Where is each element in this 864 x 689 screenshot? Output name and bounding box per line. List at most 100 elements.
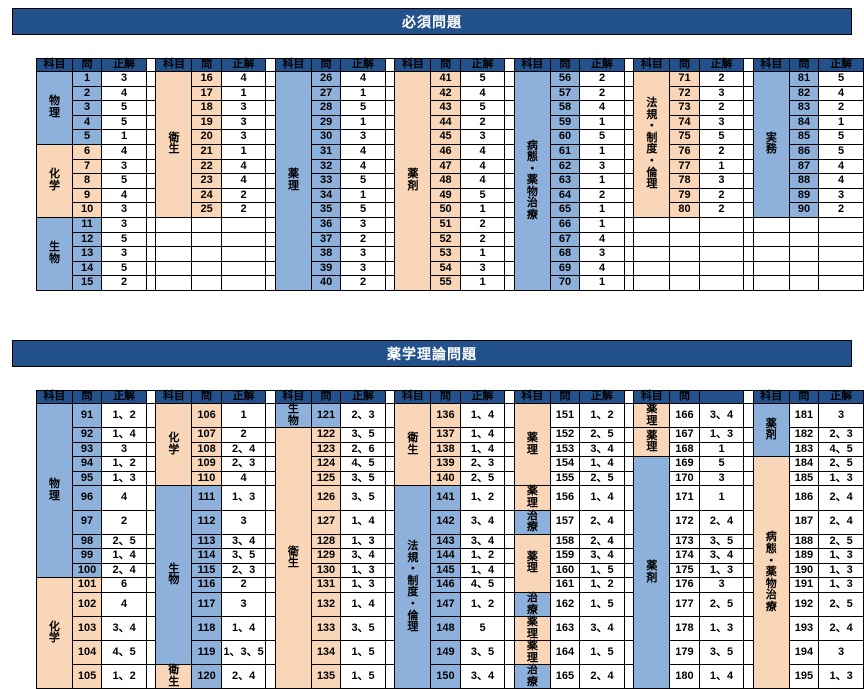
column-gap (623, 143, 635, 160)
answer-cell: 2 (698, 202, 745, 218)
question-number-cell: 124 (310, 456, 342, 472)
question-number-cell: 136 (430, 402, 461, 429)
column-gap (384, 158, 396, 175)
empty-cell (788, 246, 820, 262)
answer-cell: 2、4 (818, 616, 864, 642)
question-number-cell: 16 (191, 71, 222, 87)
table-row: 97 2 112 3 127 1、4 142 3、4 治療 157 2、4 172 2、4 187 2、4 (37, 509, 864, 535)
answer-cell: 3、4 (698, 548, 745, 564)
table-row: 102 4 117 3 132 1、4 147 1、2 治療 162 1、5 177 2、5 192 2、5 (37, 592, 864, 618)
answer-cell: 2 (698, 187, 745, 204)
column-gap (743, 58, 754, 72)
column-gap (623, 187, 635, 204)
answer-cell: 3、4 (459, 533, 506, 550)
question-number-cell: 156 (549, 485, 581, 511)
answer-cell: 5 (101, 231, 147, 248)
question-number-cell: 170 (669, 470, 700, 487)
answer-cell: 1、5 (579, 562, 625, 579)
answer-cell: 1、5 (340, 640, 386, 666)
question-number-cell: 32 (310, 158, 342, 175)
answer-cell: 2、5 (818, 592, 864, 618)
column-gap (384, 390, 396, 404)
column-gap (504, 246, 515, 262)
question-number-cell: 26 (310, 71, 342, 87)
table-row: 15 2 40 2 55 1 70 1 (37, 275, 864, 291)
answer-cell: 2、5 (818, 533, 864, 550)
answer-cell: 5 (340, 173, 386, 189)
question-number-cell: 71 (669, 71, 700, 87)
question-number-cell: 25 (191, 202, 222, 218)
table-row: 93 3 108 2、4 123 2、6 138 1、4 153 3、4 168 1 183 4、5 (37, 441, 864, 458)
answer-cell: 2、5 (459, 470, 506, 487)
column-gap (743, 129, 754, 145)
answer-cell: 3 (698, 85, 745, 102)
table-row: 98 2、5 113 3、4 128 1、3 143 3、4 薬理 158 2、4 173 3、5 188… (37, 533, 864, 594)
question-number-cell: 171 (669, 485, 700, 511)
question-number-cell: 167 (669, 427, 700, 443)
answer-cell: 4 (818, 158, 864, 175)
question-number-cell: 3 (71, 100, 103, 116)
empty-cell (752, 260, 790, 277)
empty-cell (633, 246, 671, 262)
question-number-cell: 115 (191, 562, 222, 579)
question-number-cell: 135 (310, 664, 342, 689)
header-answer: 正解 (220, 58, 267, 72)
answer-cell: 3 (101, 158, 147, 175)
question-number-cell: 108 (191, 441, 222, 458)
subject-cell: 治療 (513, 592, 551, 618)
empty-cell (788, 216, 820, 233)
table-row: 12 5 37 2 52 2 67 4 (37, 231, 864, 248)
question-number-cell: 153 (549, 441, 581, 458)
header-answer: 正解 (818, 390, 864, 404)
column-gap (504, 202, 515, 218)
column-gap (743, 640, 754, 666)
answer-cell: 4、5 (459, 577, 506, 594)
empty-cell (788, 260, 820, 277)
question-number-cell: 122 (310, 427, 342, 443)
answer-cell: 4 (340, 71, 386, 87)
question-number-cell: 69 (549, 260, 581, 277)
column-gap (145, 216, 157, 233)
column-gap (145, 173, 157, 189)
answer-cell: 1 (340, 85, 386, 102)
column-gap (384, 548, 396, 564)
question-number-cell: 173 (669, 533, 700, 550)
question-number-cell: 155 (549, 470, 581, 487)
column-gap (265, 533, 276, 550)
column-gap (623, 509, 635, 535)
question-number-cell: 191 (788, 577, 820, 594)
column-gap (623, 548, 635, 564)
question-number-cell: 187 (788, 509, 820, 535)
answer-cell: 2、4 (698, 509, 745, 535)
column-gap (743, 71, 754, 87)
answer-cell: 1、4 (340, 509, 386, 535)
column-gap (384, 114, 396, 131)
table-row: 104 4、5 119 1、3、5 134 1、5 149 3、5 薬理 164 1、5 179 3、5… (37, 640, 864, 666)
column-gap (265, 616, 276, 642)
answer-cell: 4 (101, 187, 147, 204)
answer-cell: 1 (579, 143, 625, 160)
header-subject: 科目 (394, 390, 432, 404)
question-number-cell: 141 (430, 485, 461, 511)
answer-cell: 1 (579, 216, 625, 233)
question-number-cell: 145 (430, 562, 461, 579)
answer-cell: 4 (101, 85, 147, 102)
answer-cell: 2、4 (818, 509, 864, 535)
answer-cell: 4、5 (818, 441, 864, 458)
answer-cell: 3 (579, 158, 625, 175)
column-gap (743, 548, 754, 564)
column-gap (623, 260, 635, 277)
answer-cell: 3 (340, 129, 386, 145)
column-gap (504, 509, 515, 535)
answer-cell: 1、3 (818, 562, 864, 579)
table-row: 2 4 17 1 27 1 42 4 57 2 72 3 82 4 (37, 85, 864, 102)
column-gap (504, 640, 515, 666)
column-gap (145, 470, 157, 487)
answer-cell: 2 (818, 100, 864, 116)
subject-cell: 病態・薬物治療 (752, 456, 790, 689)
header-subject: 科目 (155, 58, 193, 72)
column-gap (504, 158, 515, 175)
column-gap (623, 592, 635, 618)
answer-cell: 1、4 (101, 548, 147, 564)
answer-cell: 1 (698, 441, 745, 458)
